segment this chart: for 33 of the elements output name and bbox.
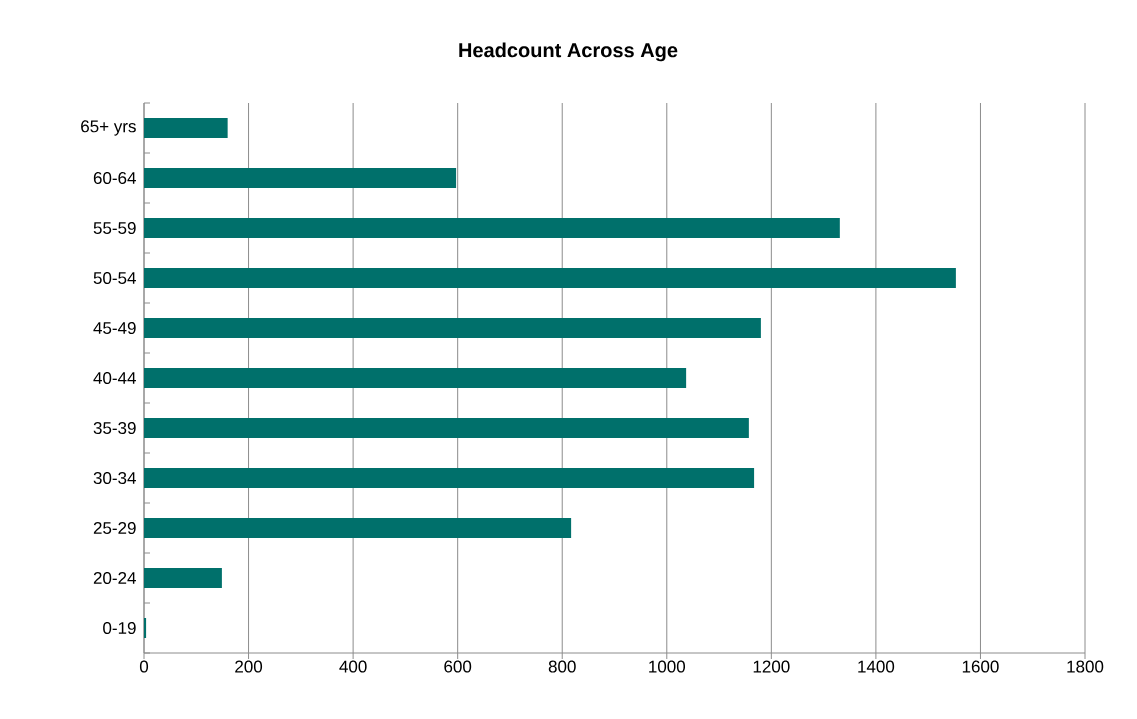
y-tick-label: 60-64: [93, 171, 136, 185]
y-tick-label: 20-24: [93, 571, 136, 585]
x-tick-label: 600: [444, 660, 472, 673]
y-tick-label: 35-39: [93, 421, 136, 435]
x-tick-label: 1200: [753, 660, 790, 673]
bar: [144, 218, 840, 238]
x-tick-label: 800: [548, 660, 576, 673]
y-tick-label: 25-29: [93, 521, 136, 535]
bar: [144, 568, 222, 589]
bar: [144, 618, 147, 639]
chart-title: Headcount Across Age: [459, 42, 678, 62]
bar: [144, 168, 457, 188]
bar: [144, 318, 761, 338]
bar: [144, 518, 572, 538]
bar: [144, 468, 755, 488]
y-tick-label: 55-59: [93, 221, 136, 235]
y-tick-label: 40-44: [93, 371, 136, 385]
x-tick-label: 1600: [962, 660, 999, 673]
x-tick-label: 200: [235, 660, 263, 673]
y-tick-label: 45-49: [93, 321, 136, 335]
bar: [144, 268, 956, 288]
y-tick-label: 30-34: [93, 471, 136, 485]
bar: [144, 368, 687, 388]
bar: [144, 418, 749, 438]
x-tick-label: 1400: [858, 660, 895, 673]
y-tick-label: 0-19: [103, 621, 136, 635]
y-tick-label: 50-54: [93, 271, 136, 285]
y-tick-label: 65+ yrs: [81, 120, 136, 136]
x-tick-label: 1000: [649, 660, 686, 673]
x-tick-label: 1800: [1067, 660, 1104, 673]
bar: [144, 118, 228, 138]
x-tick-label: 400: [339, 660, 367, 673]
x-tick-label: 0: [139, 660, 149, 673]
